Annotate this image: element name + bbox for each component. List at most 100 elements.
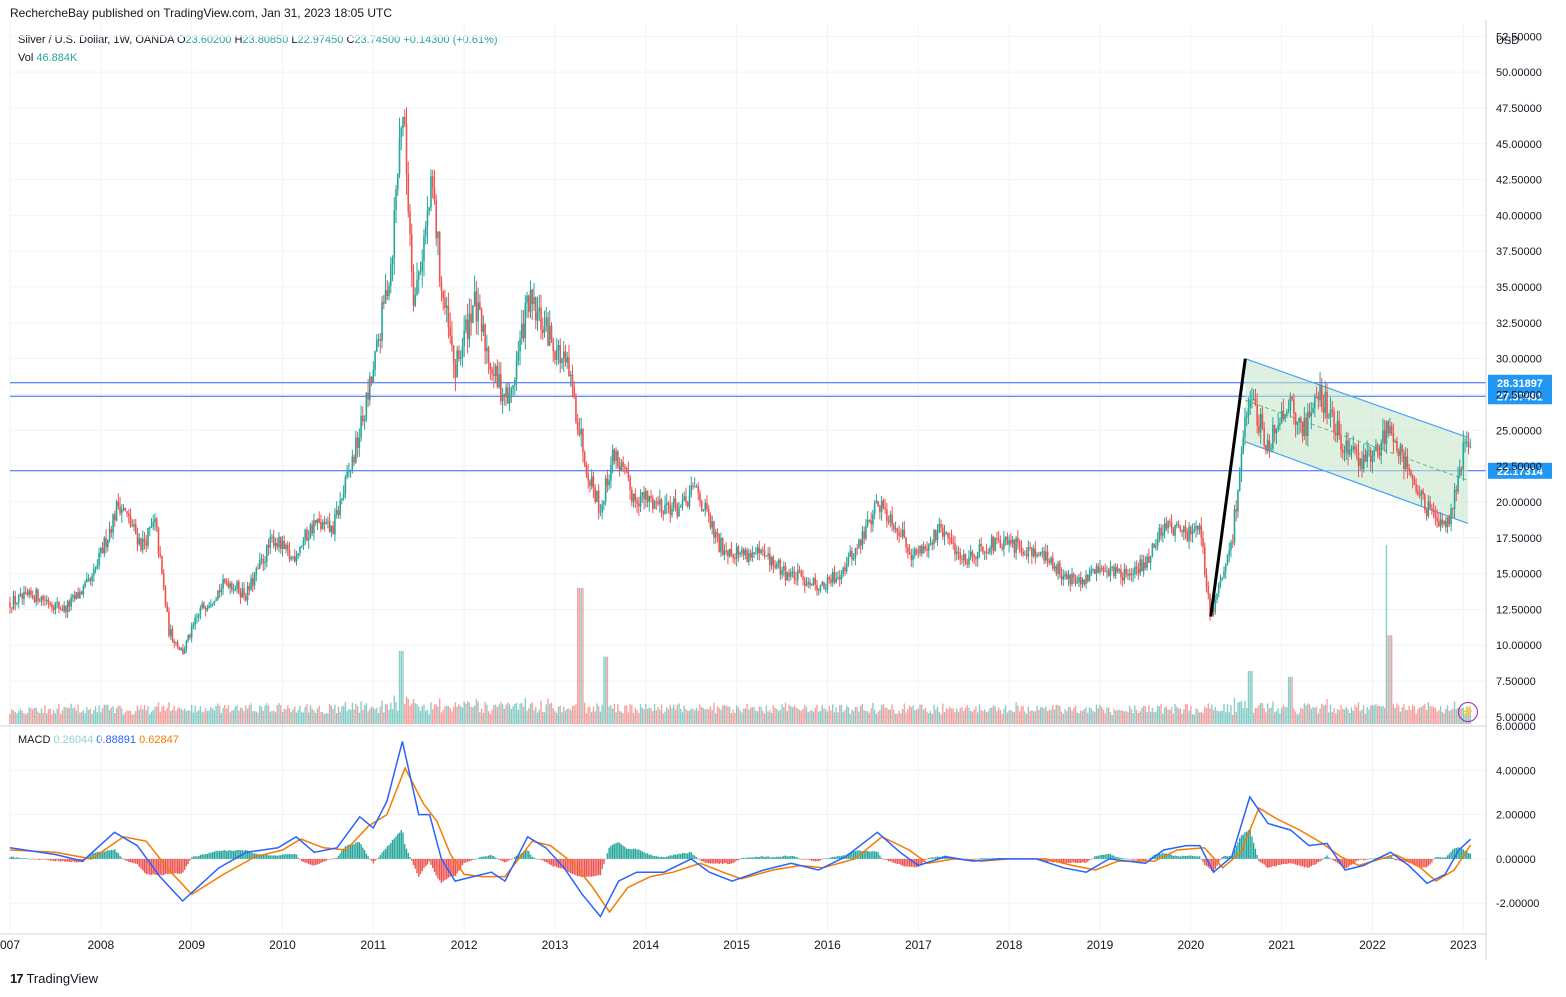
candle-body [1069, 574, 1072, 585]
volume-bar [65, 707, 67, 724]
volume-bar [1357, 702, 1360, 724]
volume-bar [966, 705, 968, 724]
symbol-name[interactable]: Silver / U.S. Dollar, 1W, OANDA [18, 34, 174, 46]
volume-bar [149, 714, 151, 724]
volume-bar [779, 710, 782, 724]
volume-bar [1286, 707, 1288, 724]
candle-body [582, 428, 584, 453]
volume-bar [798, 709, 801, 724]
volume-bar [344, 701, 347, 724]
volume-bar [414, 703, 416, 724]
candle-body [105, 537, 107, 548]
candle-body [211, 603, 214, 605]
macd-histogram-bar [711, 858, 713, 864]
candle-body [122, 508, 125, 510]
volume-bar [274, 712, 277, 724]
candle-body [866, 520, 869, 526]
candle-body [285, 544, 287, 550]
macd-histogram-bar [625, 848, 628, 859]
candle-body [1065, 573, 1068, 579]
candle-body [311, 524, 313, 534]
candle-body [1010, 539, 1012, 544]
brand-name: TradingView [26, 971, 99, 986]
macd-histogram-bar [580, 858, 582, 878]
macd-histogram-bar [51, 858, 53, 861]
candle-body [410, 234, 413, 273]
candle-body [155, 518, 158, 528]
volume-bar [1420, 707, 1423, 724]
macd-histogram-bar [201, 854, 203, 859]
price-tick-label: 22.50000 [1496, 461, 1542, 473]
macd-histogram-bar [449, 858, 451, 877]
candle-body [1151, 543, 1154, 557]
volume-bar [797, 708, 799, 724]
candle-body [115, 501, 118, 521]
candle-body [739, 552, 741, 555]
lightning-icon[interactable]: ⚡ [1458, 702, 1478, 722]
volume-bar [1102, 709, 1105, 724]
macd-histogram-bar [1259, 858, 1262, 863]
candle-body [1293, 399, 1295, 414]
candle-body [1230, 542, 1232, 551]
candle-body [629, 477, 631, 490]
volume-bar [26, 712, 29, 724]
volume-bar [283, 708, 285, 724]
macd-histogram-bar [398, 832, 401, 859]
candle-body [245, 596, 247, 601]
candle-body [1079, 577, 1082, 585]
macd-label[interactable]: MACD [18, 734, 51, 746]
macd-histogram-bar [1467, 853, 1470, 859]
volume-bar [299, 705, 301, 724]
candle-body [185, 640, 188, 650]
volume-bar [776, 709, 778, 724]
candle-body [175, 642, 177, 644]
volume-bar [222, 707, 224, 724]
publisher-line: RechercheBay published on TradingView.co… [10, 6, 393, 20]
macd-histogram-bar [1389, 855, 1391, 859]
volume-bar [978, 704, 981, 724]
volume-bar [72, 708, 74, 724]
volume-bar [582, 587, 584, 724]
macd-histogram-bar [63, 858, 65, 862]
volume-bar [307, 712, 310, 724]
volume-bar [1385, 544, 1388, 724]
volume-bar [749, 707, 752, 724]
candle-body [30, 590, 32, 596]
candle-body [652, 498, 654, 509]
macd-histogram-bar [713, 858, 715, 864]
candle-body [45, 599, 48, 601]
macd-histogram-bar [554, 858, 556, 867]
volume-bar [445, 705, 448, 724]
macd-histogram-bar [316, 858, 319, 865]
volume-bar [933, 704, 935, 724]
macd-histogram-bar [466, 858, 469, 862]
candle-body [1413, 479, 1416, 485]
candle-body [1327, 417, 1330, 419]
macd-histogram-bar [512, 858, 514, 860]
price-tick-label: 25.00000 [1496, 425, 1542, 437]
candle-body [54, 602, 57, 610]
price-tick-label: 35.00000 [1496, 282, 1542, 294]
macd-histogram-bar [610, 845, 612, 859]
macd-histogram-bar [582, 858, 584, 877]
volume-label[interactable]: Vol [18, 52, 34, 64]
candle-body [257, 568, 259, 570]
candle-body [227, 583, 230, 588]
candle-body [1071, 573, 1073, 585]
macd-histogram-bar [323, 858, 326, 862]
candle-body [1406, 456, 1409, 468]
macd-histogram-bar [662, 857, 664, 859]
price-tick-label: 15.00000 [1496, 569, 1542, 581]
macd-histogram-bar [1074, 858, 1077, 863]
macd-histogram-bar [1322, 858, 1325, 860]
volume-bar [47, 709, 50, 724]
volume-bar [461, 707, 464, 724]
macd-histogram-bar [458, 858, 460, 871]
candle-body [1212, 610, 1215, 612]
candle-body [700, 501, 703, 511]
macd-histogram-bar [1123, 858, 1126, 860]
candle-body [1347, 440, 1349, 455]
tradingview-logo[interactable]: 17 TradingView [10, 971, 98, 986]
macd-histogram-bar [190, 857, 193, 859]
